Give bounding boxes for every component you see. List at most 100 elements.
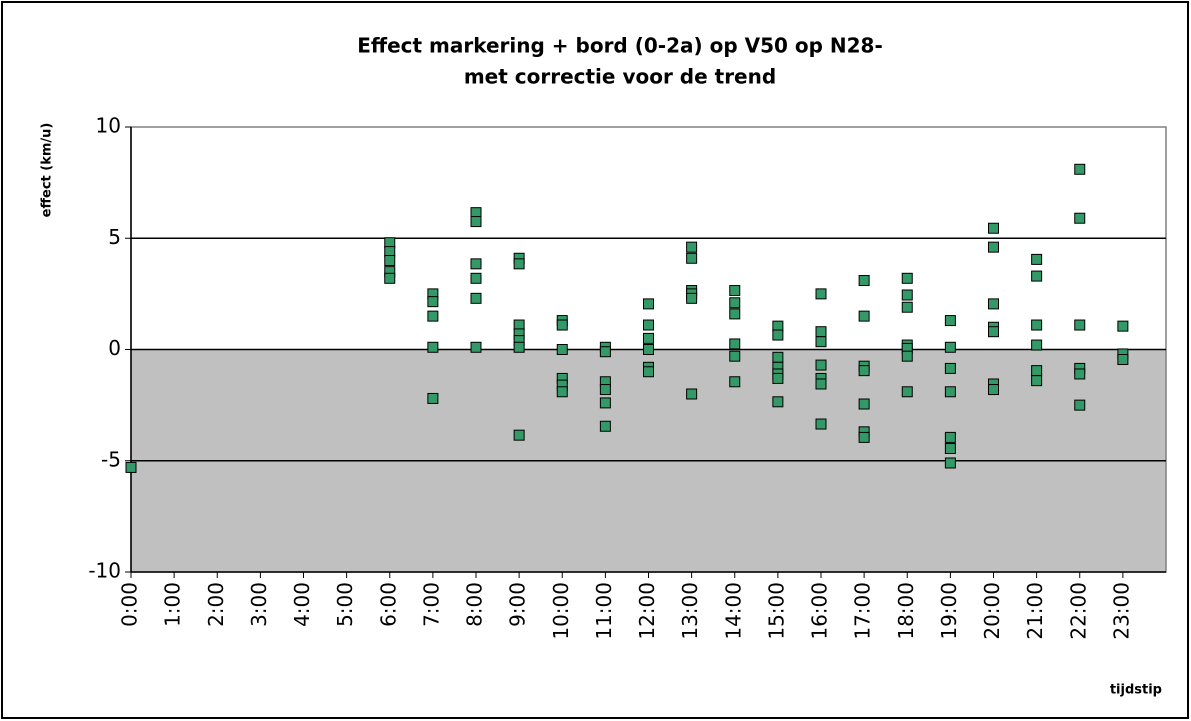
point — [901, 301, 913, 313]
point — [988, 241, 999, 253]
point — [1031, 375, 1043, 387]
point — [988, 326, 999, 338]
point — [470, 341, 482, 353]
point — [858, 398, 870, 410]
point — [427, 310, 439, 322]
point — [944, 443, 956, 455]
x-tick-label: 21:00 — [1023, 582, 1047, 640]
point — [1031, 339, 1043, 351]
point — [729, 285, 741, 297]
point — [815, 326, 827, 338]
point — [858, 310, 870, 322]
x-tick-label: 11:00 — [592, 582, 616, 640]
x-tick-label: 15:00 — [764, 582, 788, 640]
point — [1074, 212, 1086, 224]
point — [772, 329, 784, 341]
point — [686, 252, 698, 264]
point — [125, 461, 137, 473]
y-tick-label: -5 — [101, 447, 121, 471]
point — [944, 457, 956, 469]
point — [643, 319, 654, 331]
x-tick-label: 8:00 — [463, 582, 487, 627]
point — [988, 222, 999, 234]
x-tick-label: 14:00 — [721, 582, 745, 640]
point — [643, 344, 654, 355]
point — [599, 346, 611, 358]
x-tick-label: 2:00 — [204, 582, 228, 627]
x-tick-label: 20:00 — [980, 582, 1004, 640]
point — [772, 396, 784, 408]
point — [470, 216, 482, 228]
point — [1031, 253, 1043, 265]
point — [513, 429, 525, 441]
x-tick-label: 19:00 — [937, 582, 961, 640]
point — [901, 386, 913, 398]
point — [427, 392, 439, 404]
point — [470, 272, 482, 284]
point — [729, 338, 741, 350]
point — [599, 397, 611, 409]
x-tick-label: 5:00 — [333, 582, 357, 627]
x-tick-label: 9:00 — [506, 582, 530, 627]
point — [901, 289, 913, 301]
chart-title: Effect markering + bord (0-2a) op V50 op… — [357, 34, 883, 58]
x-tick-label: 22:00 — [1066, 582, 1090, 640]
point — [686, 241, 698, 253]
point — [643, 366, 654, 378]
point — [1074, 368, 1086, 380]
point — [1074, 319, 1086, 331]
point — [1031, 270, 1043, 282]
point — [729, 308, 741, 320]
point — [556, 386, 568, 398]
point — [815, 288, 827, 300]
point — [944, 315, 956, 327]
point — [556, 319, 568, 331]
point — [1074, 163, 1086, 175]
point — [988, 298, 999, 310]
y-tick-label: 10 — [96, 114, 121, 138]
point — [470, 258, 482, 270]
y-tick-label: -10 — [88, 559, 121, 583]
y-tick-label: 5 — [108, 225, 121, 249]
point — [1031, 319, 1043, 331]
x-tick-label: 12:00 — [635, 582, 659, 640]
point — [815, 378, 827, 390]
point — [470, 292, 482, 304]
point — [1031, 365, 1043, 377]
point — [944, 386, 956, 398]
x-tick-label: 4:00 — [290, 582, 314, 627]
x-tick-label: 10:00 — [549, 582, 573, 640]
point — [556, 344, 568, 355]
point — [384, 255, 396, 266]
point — [901, 350, 913, 362]
point — [427, 341, 439, 353]
x-tick-label: 17:00 — [851, 582, 875, 640]
point — [643, 298, 654, 310]
point — [858, 275, 870, 287]
point — [729, 376, 741, 388]
y-axis-label: effect (km/u) — [40, 123, 55, 218]
point — [599, 384, 611, 396]
point — [686, 292, 698, 304]
y-tick-label: 0 — [108, 336, 121, 360]
point — [815, 359, 827, 371]
chart-title: met correctie voor de trend — [464, 65, 776, 89]
point — [686, 388, 698, 400]
point — [599, 420, 611, 432]
x-tick-label: 6:00 — [376, 582, 400, 627]
x-tick-label: 23:00 — [1109, 582, 1133, 640]
point — [772, 372, 784, 384]
point — [643, 332, 654, 344]
point — [944, 341, 956, 353]
x-tick-label: 0:00 — [118, 582, 142, 627]
x-tick-label: 13:00 — [678, 582, 702, 640]
point — [427, 296, 439, 308]
point — [1074, 399, 1086, 411]
point — [815, 336, 827, 348]
point — [1117, 320, 1129, 332]
point — [772, 351, 784, 363]
point — [944, 431, 956, 443]
x-axis-label: tijdstip — [1110, 683, 1162, 698]
point — [944, 362, 956, 374]
